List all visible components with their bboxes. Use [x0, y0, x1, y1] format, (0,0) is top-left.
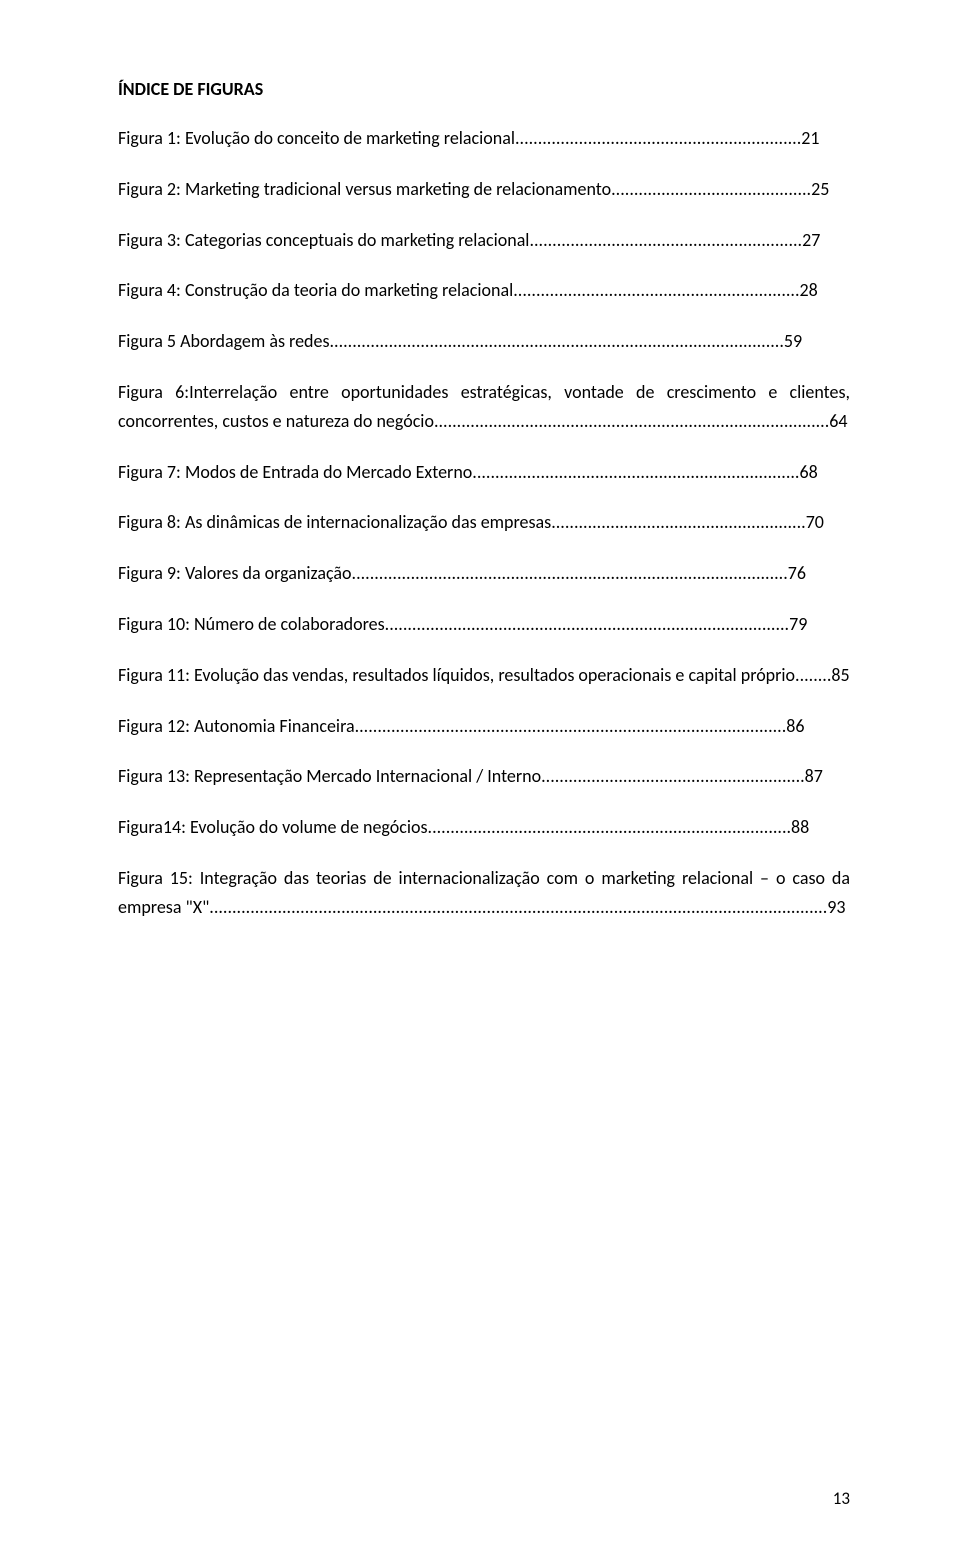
- figure-entry-page: 79: [789, 613, 807, 635]
- figure-entry-page: 27: [802, 229, 820, 251]
- figure-entry-page: 87: [805, 765, 823, 787]
- figure-entry: Figura 2: Marketing tradicional versus m…: [118, 175, 850, 204]
- figure-entry: Figura 15: Integração das teorias de int…: [118, 864, 850, 922]
- dot-leader: ........................................…: [472, 461, 799, 483]
- figure-entry: Figura 6:Interrelação entre oportunidade…: [118, 378, 850, 436]
- figure-entry-page: 76: [788, 562, 806, 584]
- figure-entry: Figura 4: Construção da teoria do market…: [118, 276, 850, 305]
- dot-leader: ........................................…: [352, 562, 788, 584]
- figure-entry-page: 25: [811, 178, 829, 200]
- figure-entry-page: 68: [799, 461, 817, 483]
- dot-leader: ........................................…: [330, 330, 784, 352]
- dot-leader: ........................................…: [513, 279, 799, 301]
- entries-list: Figura 1: Evolução do conceito de market…: [118, 124, 850, 922]
- figure-entry-page: 85: [831, 664, 849, 686]
- figure-entry: Figura 7: Modos de Entrada do Mercado Ex…: [118, 458, 850, 487]
- figure-entry: Figura 9: Valores da organização........…: [118, 559, 850, 588]
- figure-entry-page: 21: [801, 127, 819, 149]
- figure-entry-label: Figura 1: Evolução do conceito de market…: [118, 127, 515, 149]
- dot-leader: ........................................…: [529, 229, 802, 251]
- figure-entry-label: Figura 3: Categorias conceptuais do mark…: [118, 229, 529, 251]
- figure-entry-label: Figura 7: Modos de Entrada do Mercado Ex…: [118, 461, 472, 483]
- dot-leader: ........................................…: [541, 765, 805, 787]
- figure-entry: Figura 13: Representação Mercado Interna…: [118, 762, 850, 791]
- dot-leader: ........................................…: [551, 511, 805, 533]
- figure-entry-page: 28: [800, 279, 818, 301]
- figure-entry-label: Figura 12: Autonomia Financeira: [118, 715, 355, 737]
- figure-entry: Figura14: Evolução do volume de negócios…: [118, 813, 850, 842]
- figure-entry: Figura 11: Evolução das vendas, resultad…: [118, 661, 850, 690]
- figure-entry-label: Figura 11: Evolução das vendas, resultad…: [118, 664, 795, 686]
- figure-entry-page: 64: [829, 410, 847, 432]
- dot-leader: ........................................…: [209, 896, 827, 918]
- page-number: 13: [833, 1488, 850, 1509]
- figure-entry-page: 70: [806, 511, 824, 533]
- figure-entry: Figura 1: Evolução do conceito de market…: [118, 124, 850, 153]
- figure-entry-label: Figura 10: Número de colaboradores: [118, 613, 385, 635]
- figure-entry: Figura 12: Autonomia Financeira.........…: [118, 712, 850, 741]
- figure-entry-page: 86: [786, 715, 804, 737]
- figure-entry: Figura 8: As dinâmicas de internacionali…: [118, 508, 850, 537]
- figure-entry-label: Figura 9: Valores da organização: [118, 562, 352, 584]
- dot-leader: ........................................…: [515, 127, 801, 149]
- dot-leader: ........................................…: [434, 410, 829, 432]
- dot-leader: ........: [795, 664, 831, 686]
- page-title: ÍNDICE DE FIGURAS: [118, 78, 850, 100]
- figure-entry-page: 88: [791, 816, 809, 838]
- figure-entry-label: Figura 5 Abordagem às redes: [118, 330, 330, 352]
- figure-entry-label: Figura 4: Construção da teoria do market…: [118, 279, 513, 301]
- figure-entry-label: Figura 13: Representação Mercado Interna…: [118, 765, 541, 787]
- dot-leader: ........................................…: [611, 178, 811, 200]
- figure-entry: Figura 5 Abordagem às redes.............…: [118, 327, 850, 356]
- figure-entry-label: Figura 2: Marketing tradicional versus m…: [118, 178, 611, 200]
- dot-leader: ........................................…: [385, 613, 789, 635]
- figure-entry-label: Figura 8: As dinâmicas de internacionali…: [118, 511, 551, 533]
- figure-entry: Figura 3: Categorias conceptuais do mark…: [118, 226, 850, 255]
- dot-leader: ........................................…: [355, 715, 787, 737]
- figure-entry: Figura 10: Número de colaboradores......…: [118, 610, 850, 639]
- figure-entry-page: 93: [827, 896, 845, 918]
- figure-entry-page: 59: [784, 330, 802, 352]
- dot-leader: ........................................…: [428, 816, 792, 838]
- figure-entry-label: Figura14: Evolução do volume de negócios: [118, 816, 428, 838]
